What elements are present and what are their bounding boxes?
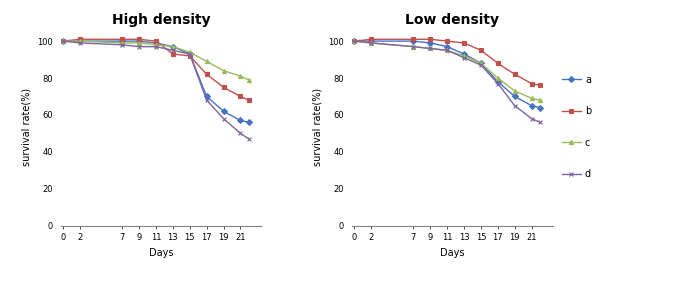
- a: [409, 39, 417, 43]
- Y-axis label: survival rate(%): survival rate(%): [22, 88, 32, 166]
- b: [460, 41, 468, 45]
- b: [426, 38, 434, 41]
- b: [494, 61, 502, 65]
- c: [511, 89, 519, 92]
- Line: b: b: [353, 37, 542, 87]
- b: [443, 39, 452, 43]
- Line: a: a: [353, 39, 542, 110]
- Legend: a, b, c, d: a, b, c, d: [561, 75, 591, 179]
- c: [367, 41, 375, 45]
- d: [367, 41, 375, 45]
- b: [350, 39, 359, 43]
- a: [350, 39, 359, 43]
- a: [367, 39, 375, 43]
- a: [536, 106, 544, 109]
- b: [528, 82, 536, 85]
- b: [511, 73, 519, 76]
- d: [460, 56, 468, 60]
- c: [528, 97, 536, 100]
- c: [494, 76, 502, 80]
- b: [536, 84, 544, 87]
- c: [536, 98, 544, 102]
- Title: High density: High density: [112, 13, 210, 27]
- c: [460, 54, 468, 58]
- d: [409, 45, 417, 48]
- d: [426, 47, 434, 50]
- d: [494, 82, 502, 85]
- c: [443, 49, 452, 52]
- a: [528, 104, 536, 107]
- d: [443, 49, 452, 52]
- Title: Low density: Low density: [405, 13, 499, 27]
- a: [494, 80, 502, 83]
- c: [409, 45, 417, 48]
- c: [426, 47, 434, 50]
- Y-axis label: survival rate(%): survival rate(%): [313, 88, 323, 166]
- b: [409, 38, 417, 41]
- a: [460, 52, 468, 56]
- d: [536, 121, 544, 124]
- a: [443, 45, 452, 48]
- d: [350, 39, 359, 43]
- b: [477, 49, 485, 52]
- Line: d: d: [353, 39, 542, 124]
- b: [367, 38, 375, 41]
- d: [477, 63, 485, 67]
- X-axis label: Days: Days: [440, 248, 464, 258]
- a: [426, 41, 434, 45]
- Line: c: c: [353, 39, 542, 102]
- a: [511, 95, 519, 98]
- c: [477, 61, 485, 65]
- a: [477, 61, 485, 65]
- d: [511, 104, 519, 107]
- c: [350, 39, 359, 43]
- d: [528, 117, 536, 120]
- X-axis label: Days: Days: [149, 248, 173, 258]
